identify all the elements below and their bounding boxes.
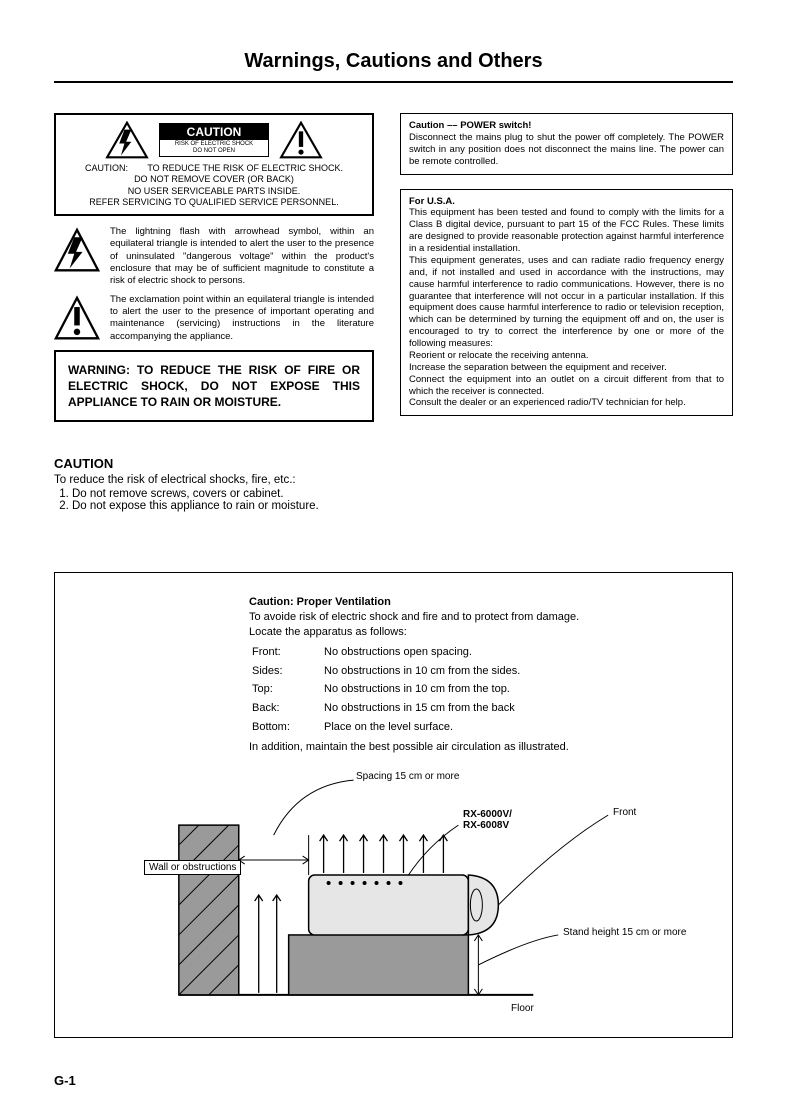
- front-label: Front: [611, 807, 638, 818]
- usa-l4: Consult the dealer or an experienced rad…: [409, 397, 686, 408]
- caution-item-2: Do not expose this appliance to rain or …: [72, 500, 733, 512]
- lightning-icon: [54, 226, 100, 276]
- caution-intro: To reduce the risk of electrical shocks,…: [54, 474, 733, 486]
- model-label: RX-6000V/ RX-6008V: [461, 809, 514, 831]
- caution-heading: CAUTION: [54, 456, 733, 471]
- vent-r0-v: No obstructions open spacing.: [323, 644, 521, 661]
- lightning-triangle-icon: [105, 121, 149, 159]
- vent-title: Caution: Proper Ventilation: [249, 595, 708, 610]
- power-switch-title: Caution –– POWER switch!: [409, 120, 531, 131]
- stand-label: Stand height 15 cm or more: [561, 927, 688, 938]
- vent-r2-k: Top:: [251, 681, 321, 698]
- vent-r4-k: Bottom:: [251, 719, 321, 736]
- exclaim-icon: [54, 294, 100, 344]
- caution-body-prefix: CAUTION:: [85, 163, 145, 174]
- vent-footer: In addition, maintain the best possible …: [249, 740, 708, 755]
- caution-item-1: Do not remove screws, covers or cabinet.: [72, 488, 733, 500]
- usa-box: For U.S.A. This equipment has been teste…: [400, 189, 733, 417]
- caution-label-box: CAUTION RISK OF ELECTRIC SHOCK DO NOT OP…: [54, 113, 374, 216]
- usa-title: For U.S.A.: [409, 196, 455, 207]
- usa-l3: Connect the equipment into an outlet on …: [409, 374, 724, 397]
- ventilation-diagram: Spacing 15 cm or more Wall or obstructio…: [79, 765, 708, 1025]
- lightning-explanation: The lightning flash with arrowhead symbo…: [110, 226, 374, 288]
- vent-l2: Locate the apparatus as follows:: [249, 625, 708, 640]
- usa-p2: This equipment generates, uses and can r…: [409, 255, 724, 349]
- spacing-label: Spacing 15 cm or more: [354, 771, 461, 782]
- ventilation-box: Caution: Proper Ventilation To avoide ri…: [54, 572, 733, 1038]
- vent-r0-k: Front:: [251, 644, 321, 661]
- power-switch-box: Caution –– POWER switch! Disconnect the …: [400, 113, 733, 175]
- usa-l1: Reorient or relocate the receiving anten…: [409, 350, 589, 361]
- caution-badge-text: CAUTION: [160, 124, 268, 140]
- usa-p1: This equipment has been tested and found…: [409, 207, 724, 254]
- usa-l2: Increase the separation between the equi…: [409, 362, 667, 373]
- vent-r4-v: Place on the level surface.: [323, 719, 521, 736]
- vent-r1-k: Sides:: [251, 663, 321, 680]
- vent-table: Front:No obstructions open spacing. Side…: [249, 642, 523, 738]
- vent-r3-k: Back:: [251, 700, 321, 717]
- exclaim-explanation: The exclamation point within an equilate…: [110, 294, 374, 343]
- caution-badge-sub: RISK OF ELECTRIC SHOCK DO NOT OPEN: [160, 140, 268, 155]
- vent-r3-v: No obstructions in 15 cm from the back: [323, 700, 521, 717]
- caution-badge: CAUTION RISK OF ELECTRIC SHOCK DO NOT OP…: [159, 123, 269, 156]
- floor-label: Floor: [509, 1003, 536, 1014]
- wall-label: Wall or obstructions: [144, 860, 241, 875]
- caution-section: CAUTION To reduce the risk of electrical…: [54, 456, 733, 512]
- warning-box: WARNING: TO REDUCE THE RISK OF FIRE OR E…: [54, 350, 374, 423]
- page-title: Warnings, Cautions and Others: [54, 50, 733, 73]
- title-rule: [54, 81, 733, 83]
- vent-l1: To avoide risk of electric shock and fir…: [249, 610, 708, 625]
- vent-r2-v: No obstructions in 10 cm from the top.: [323, 681, 521, 698]
- exclaim-triangle-icon: [279, 121, 323, 159]
- power-switch-body: Disconnect the mains plug to shut the po…: [409, 132, 724, 167]
- page-number: G-1: [54, 1073, 76, 1088]
- vent-r1-v: No obstructions in 10 cm from the sides.: [323, 663, 521, 680]
